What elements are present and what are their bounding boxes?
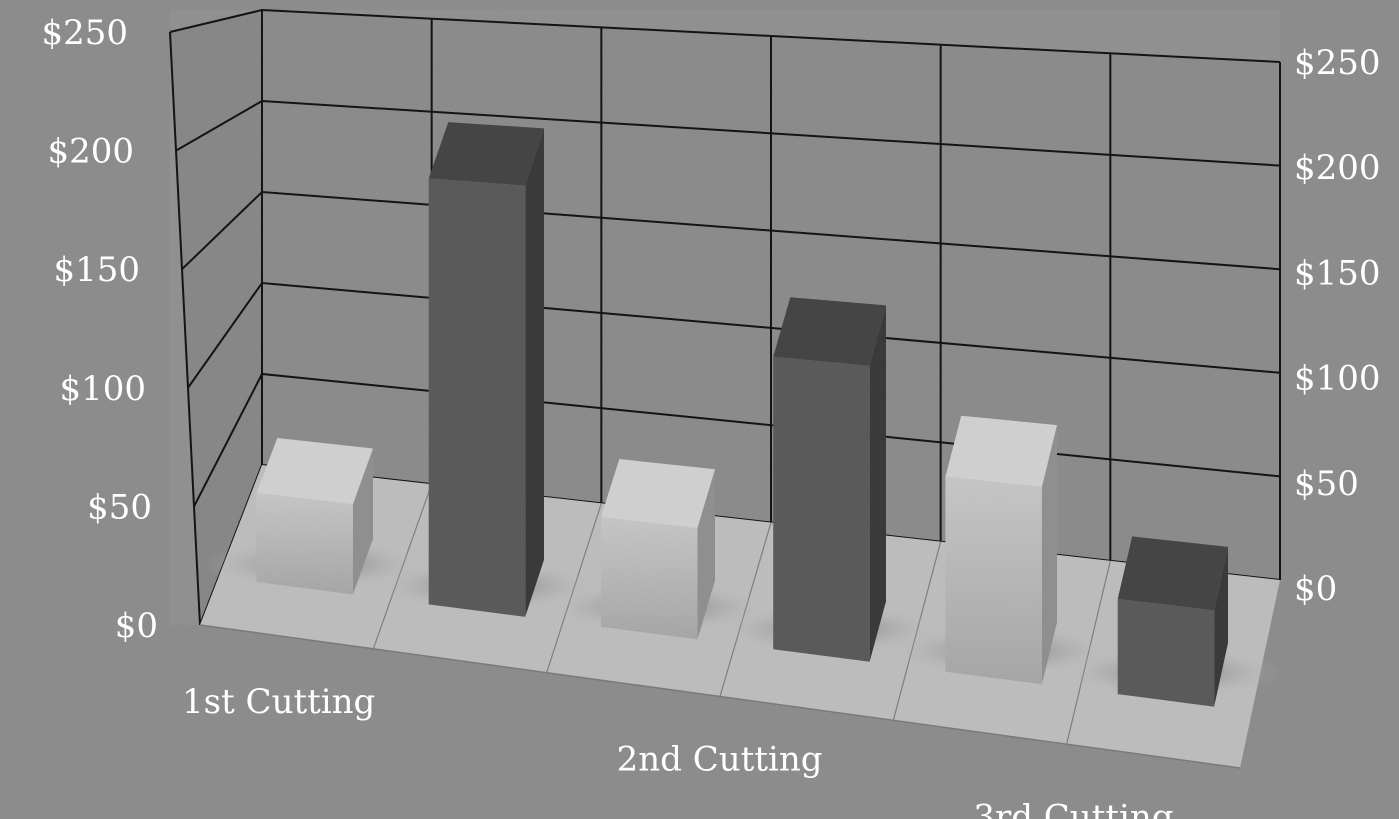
x-tick-label: 2nd Cutting (617, 740, 823, 780)
bar-3rd-cutting-series-1 (890, 415, 1113, 685)
bar-side (869, 305, 886, 662)
y-tick-right: $50 (1294, 464, 1359, 504)
bar-side (352, 448, 373, 595)
y-tick-left: $200 (47, 132, 134, 172)
y-tick-left: $150 (53, 250, 140, 290)
bar-2nd-cutting-series-2 (718, 297, 941, 662)
bar-1st-cutting-series-2 (375, 122, 598, 617)
y-tick-right: $150 (1294, 253, 1381, 293)
bar-top (256, 438, 373, 505)
floor-front-edge (199, 624, 1241, 769)
bar-top (1117, 536, 1228, 611)
bar-side (525, 128, 544, 617)
bar-front (601, 516, 698, 640)
bar-side (1214, 546, 1228, 707)
x-axis-ticks: 1st Cutting 2nd Cutting 3rd Cutting (182, 682, 1174, 819)
bar-front (428, 178, 526, 617)
y-tick-right: $0 (1294, 569, 1337, 609)
y-tick-left: $0 (115, 606, 158, 646)
y-tick-left: $100 (59, 369, 146, 409)
bar-front (945, 476, 1042, 685)
bars (203, 122, 1284, 707)
bar-side (697, 469, 715, 640)
bar-front (256, 492, 353, 595)
y-tick-right: $250 (1294, 43, 1381, 83)
bar-1st-cutting-series-1 (203, 438, 426, 595)
bar-top (601, 459, 715, 529)
bar-front (1117, 599, 1215, 707)
y-axis-left-ticks: $0 $50 $100 $150 $200 $250 (41, 13, 158, 646)
x-tick-label: 1st Cutting (182, 682, 375, 722)
y-tick-left: $250 (41, 13, 128, 53)
bar-top (945, 415, 1057, 488)
bar-side (1041, 425, 1057, 685)
bar-2nd-cutting-series-1 (547, 459, 769, 640)
y-tick-right: $100 (1294, 359, 1381, 399)
bar-top (428, 122, 544, 186)
y-axis-right-ticks: $0 $50 $100 $150 $200 $250 (1294, 43, 1381, 609)
x-tick-label: 3rd Cutting (973, 797, 1173, 819)
bar-3rd-cutting-series-2 (1061, 536, 1284, 707)
axis-left-edge (169, 31, 201, 626)
y-tick-right: $200 (1294, 148, 1381, 188)
y-tick-left: $50 (87, 487, 152, 527)
bar-top (773, 297, 886, 366)
bar-front (773, 356, 870, 662)
